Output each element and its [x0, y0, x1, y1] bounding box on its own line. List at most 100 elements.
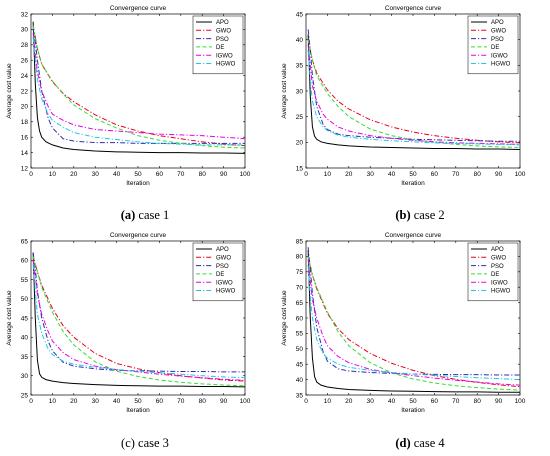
x-tick-label: 10 — [324, 171, 332, 178]
legend-label-apo: APO — [491, 20, 504, 26]
x-tick-label: 0 — [29, 171, 33, 178]
legend-box — [192, 15, 244, 75]
y-tick-label: 55 — [21, 277, 29, 284]
legend-label-hgwo: HGWO — [491, 62, 511, 68]
y-tick-label: 40 — [296, 37, 304, 44]
y-tick-label: 60 — [21, 258, 29, 265]
x-tick-label: 80 — [474, 171, 482, 178]
legend-label-apo: APO — [216, 20, 229, 26]
chart-title: Convergence curve — [385, 5, 442, 12]
series-line-de — [32, 256, 245, 387]
legend-box — [467, 242, 519, 302]
x-axis-label: Iteration — [401, 407, 425, 414]
x-tick-label: 100 — [240, 171, 251, 178]
legend-label-hgwo: HGWO — [491, 289, 511, 295]
y-tick-label: 45 — [21, 315, 29, 322]
x-tick-label: 80 — [474, 398, 482, 405]
y-tick-label: 15 — [296, 165, 304, 172]
legend-label-apo: APO — [216, 247, 229, 253]
series-line-de — [307, 39, 520, 148]
convergence-chart-case-2: Convergence curve 0 10 20 30 40 50 60 70 80 90 100 1… — [281, 5, 526, 187]
series-line-igwo — [307, 259, 520, 386]
legend-label-de: DE — [216, 272, 224, 278]
chart-panel-a: Convergence curve 0 10 20 30 40 50 60 70 80 90 100 1… — [0, 0, 275, 200]
legend: APO GWO PSO DE IGWO HGWO — [467, 242, 519, 302]
x-tick-label: 70 — [177, 171, 185, 178]
x-axis-label: Iteration — [126, 407, 150, 414]
chart-panel-d: Convergence curve 0 10 20 30 40 50 60 70 80 90 100 3… — [275, 227, 550, 429]
x-tick-label: 80 — [199, 171, 207, 178]
legend-label-hgwo: HGWO — [216, 289, 236, 295]
x-tick-label: 10 — [49, 398, 57, 405]
x-tick-label: 30 — [92, 398, 100, 405]
legend-label-gwo: GWO — [216, 29, 231, 35]
x-tick-label: 50 — [409, 171, 417, 178]
legend-label-igwo: IGWO — [216, 280, 233, 286]
x-tick-label: 20 — [345, 171, 353, 178]
x-tick-label: 50 — [409, 398, 417, 405]
legend-label-pso: PSO — [216, 264, 229, 270]
series-line-apo — [307, 34, 520, 151]
series-line-de — [307, 256, 520, 391]
series-line-igwo — [32, 33, 245, 140]
x-tick-label: 90 — [495, 171, 503, 178]
caption-label: (b) — [395, 208, 411, 222]
x-tick-label: 90 — [495, 398, 503, 405]
x-tick-label: 30 — [92, 171, 100, 178]
y-tick-label: 32 — [21, 11, 29, 18]
x-tick-label: 100 — [515, 171, 526, 178]
y-tick-label: 12 — [21, 165, 29, 172]
x-axis-label: Iteration — [401, 180, 425, 187]
y-tick-label: 35 — [21, 354, 29, 361]
x-tick-label: 70 — [452, 398, 460, 405]
y-tick-label: 18 — [21, 119, 29, 126]
series-line-igwo — [307, 44, 520, 145]
y-tick-label: 70 — [296, 285, 304, 292]
legend-box — [192, 242, 244, 302]
caption-text: case 1 — [135, 208, 170, 222]
x-tick-label: 90 — [220, 171, 228, 178]
x-tick-label: 60 — [156, 171, 164, 178]
series-line-gwo — [32, 25, 245, 147]
legend-label-de: DE — [491, 272, 499, 278]
y-tick-label: 25 — [21, 392, 29, 399]
series-line-hgwo — [307, 265, 520, 381]
series-line-igwo — [32, 260, 245, 381]
y-tick-label: 30 — [21, 27, 29, 34]
series-line-de — [32, 25, 245, 149]
y-tick-label: 26 — [21, 58, 29, 65]
x-tick-label: 0 — [304, 398, 308, 405]
x-tick-label: 70 — [452, 171, 460, 178]
y-tick-label: 45 — [296, 11, 304, 18]
chart-panel-c: Convergence curve 0 10 20 30 40 50 60 70 80 90 100 2… — [0, 227, 275, 429]
legend-label-apo: APO — [491, 247, 504, 253]
legend-label-pso: PSO — [491, 37, 504, 43]
x-tick-label: 0 — [29, 398, 33, 405]
legend-label-gwo: GWO — [491, 256, 506, 262]
x-tick-label: 40 — [388, 171, 396, 178]
legend-label-igwo: IGWO — [491, 53, 508, 59]
y-axis-label: Average cost value — [6, 63, 13, 119]
x-tick-label: 100 — [240, 398, 251, 405]
legend-label-pso: PSO — [216, 37, 229, 43]
y-tick-label: 45 — [296, 362, 304, 369]
caption-case-4: (d) case 4 — [335, 436, 505, 451]
y-tick-label: 30 — [296, 88, 304, 95]
legend-label-gwo: GWO — [491, 29, 506, 35]
legend-label-igwo: IGWO — [491, 280, 508, 286]
x-tick-label: 70 — [177, 398, 185, 405]
x-tick-label: 40 — [113, 398, 121, 405]
series-line-pso — [307, 29, 520, 142]
y-tick-label: 50 — [21, 296, 29, 303]
series-line-hgwo — [32, 264, 245, 379]
y-tick-label: 25 — [296, 114, 304, 121]
y-tick-label: 65 — [296, 300, 304, 307]
y-tick-label: 75 — [296, 269, 304, 276]
x-tick-label: 30 — [367, 171, 375, 178]
y-tick-label: 16 — [21, 135, 29, 142]
legend: APO GWO PSO DE IGWO HGWO — [192, 242, 244, 302]
series-line-gwo — [307, 256, 520, 388]
x-axis-label: Iteration — [126, 180, 150, 187]
y-axis-label: Average cost value — [281, 63, 288, 119]
x-tick-label: 40 — [388, 398, 396, 405]
